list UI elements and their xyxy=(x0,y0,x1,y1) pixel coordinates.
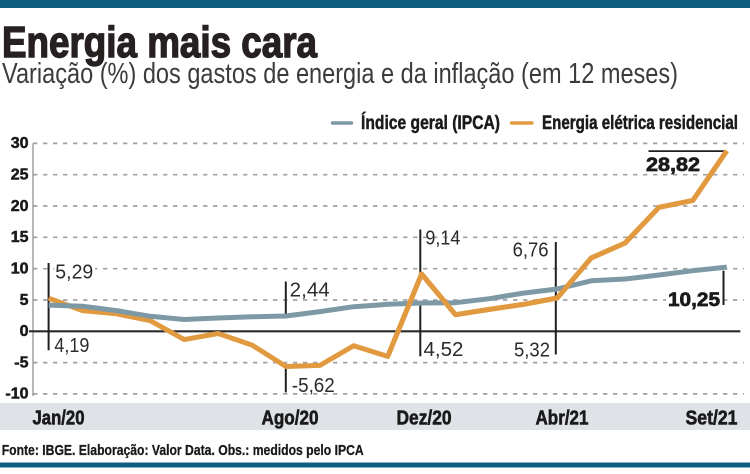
svg-text:Abr/21: Abr/21 xyxy=(536,407,589,429)
svg-text:Índice geral (IPCA): Índice geral (IPCA) xyxy=(361,111,500,134)
svg-text:4,52: 4,52 xyxy=(424,339,464,361)
svg-text:9,14: 9,14 xyxy=(425,228,460,250)
svg-text:5,32: 5,32 xyxy=(514,339,550,361)
svg-text:Energia elétrica residencial: Energia elétrica residencial xyxy=(542,112,738,134)
svg-text:Variação (%) dos gastos de ene: Variação (%) dos gastos de energia e da … xyxy=(2,58,678,90)
svg-text:Fonte: IBGE. Elaboração: Valor: Fonte: IBGE. Elaboração: Valor Data. Obs… xyxy=(2,442,364,459)
svg-text:2,44: 2,44 xyxy=(290,280,330,302)
svg-text:25: 25 xyxy=(11,167,29,184)
svg-text:20: 20 xyxy=(11,198,29,215)
svg-text:Jan/20: Jan/20 xyxy=(33,407,85,429)
svg-text:Ago/20: Ago/20 xyxy=(262,407,319,429)
svg-text:5,29: 5,29 xyxy=(55,262,93,284)
svg-text:-5: -5 xyxy=(14,354,28,371)
svg-text:-5,62: -5,62 xyxy=(292,375,335,397)
svg-text:10,25: 10,25 xyxy=(668,290,720,311)
svg-text:15: 15 xyxy=(11,229,29,246)
svg-text:4,19: 4,19 xyxy=(54,335,89,357)
svg-text:Set/21: Set/21 xyxy=(686,407,738,429)
svg-text:30: 30 xyxy=(11,135,29,152)
svg-text:Dez/20: Dez/20 xyxy=(397,407,452,429)
svg-text:5: 5 xyxy=(20,292,29,309)
svg-text:10: 10 xyxy=(11,261,29,278)
svg-text:28,82: 28,82 xyxy=(646,155,700,176)
svg-text:Energia mais cara: Energia mais cara xyxy=(2,18,317,67)
svg-text:-10: -10 xyxy=(5,386,28,403)
svg-text:6,76: 6,76 xyxy=(513,240,549,262)
svg-text:0: 0 xyxy=(20,323,29,340)
